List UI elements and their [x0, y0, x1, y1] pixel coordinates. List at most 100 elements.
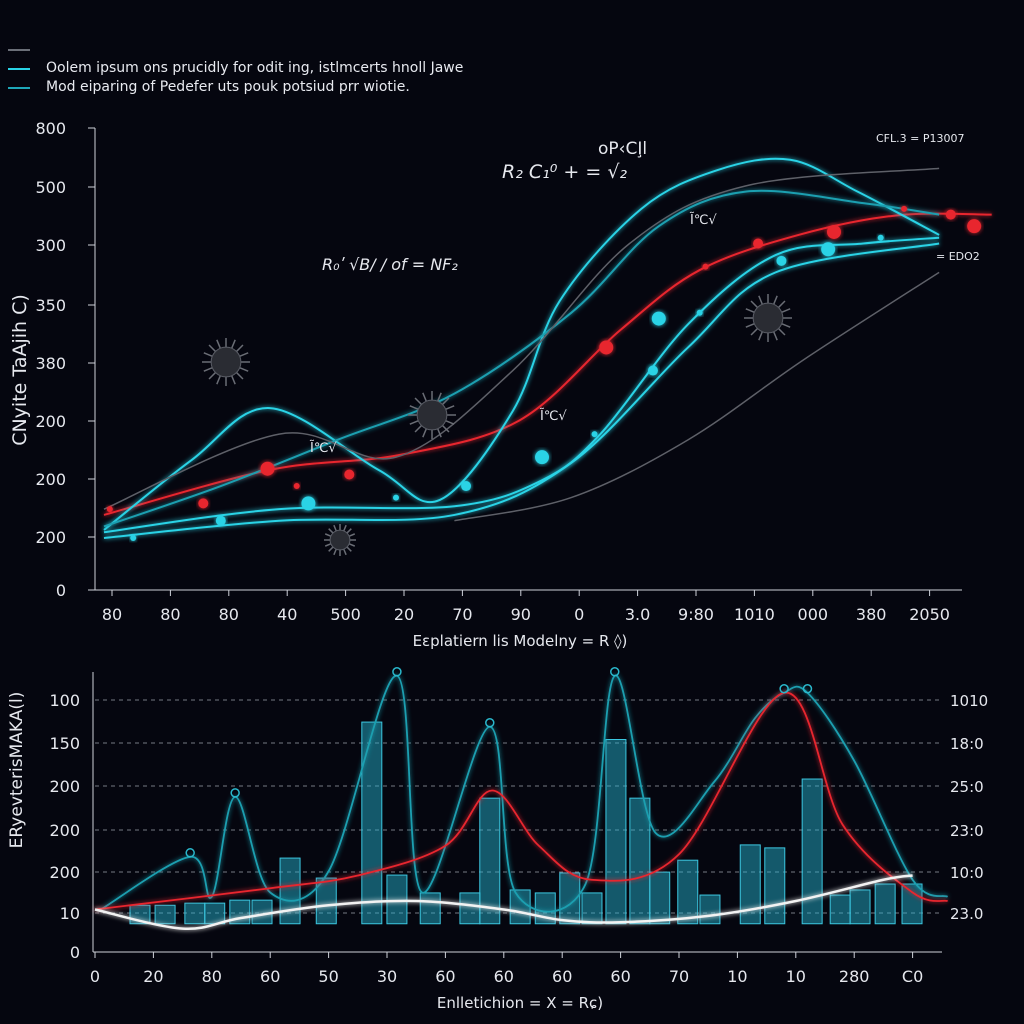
x-tick-label: 80: [160, 605, 180, 624]
legend-swatch: [8, 48, 30, 51]
bar: [251, 899, 273, 925]
y-tick-label: 10: [60, 904, 80, 923]
x-tick-label: 40: [277, 605, 297, 624]
virus-spike: [342, 548, 347, 556]
virus-spike: [203, 352, 213, 358]
bar: [279, 857, 301, 925]
scatter-point: [344, 469, 355, 480]
bar: [419, 892, 441, 925]
series-line-5: [103, 167, 940, 510]
marker-label: Ĩ℃√: [539, 408, 567, 424]
bottom-x-axis-title: Enlletichion = X = Rɕ): [437, 994, 603, 1012]
y-tick-label: 500: [35, 178, 66, 197]
bar: [315, 877, 337, 925]
corner-annotation-mid: = EDO2: [936, 250, 980, 263]
legend: Oolem ipsum ons prucidly for odit ing, i…: [8, 40, 463, 97]
x-tick-label: 80: [202, 967, 222, 986]
virus-spike: [772, 295, 778, 305]
legend-label: Mod eiparing of Pedefer uts pouk potsiud…: [46, 79, 410, 95]
scatter-point: [702, 263, 709, 270]
virus-spike: [772, 331, 778, 341]
virus-spike: [208, 371, 217, 380]
scatter-point: [535, 450, 549, 465]
bar: [154, 904, 176, 925]
virus-spike: [346, 546, 352, 552]
y-tick-label: 100: [49, 691, 80, 710]
legend-item-cyan: Oolem ipsum ons prucidly for odit ing, i…: [8, 59, 463, 78]
scatter-point: [393, 494, 399, 501]
y-tick-label: 0: [70, 943, 80, 962]
series-line-2: [103, 236, 940, 534]
virus-spike: [777, 327, 786, 336]
scatter-point: [301, 496, 316, 511]
series-line-3: [103, 242, 940, 540]
legend-label: Oolem ipsum ons prucidly for odit ing, i…: [46, 60, 464, 76]
scatter-point: [821, 242, 836, 257]
virus-spike: [441, 397, 450, 406]
bar: [739, 844, 761, 925]
scatter-point: [130, 535, 137, 542]
virus-spike: [436, 392, 442, 402]
scatter-point: [651, 311, 666, 326]
virus-icon: [744, 294, 792, 342]
bar: [901, 883, 923, 925]
bar: [874, 883, 896, 925]
y-tick-label: 300: [35, 236, 66, 255]
top-chart: 0 200 200 200 380 350 300 500 800 80 80 80 40 500 20 70…: [35, 119, 992, 624]
bar: [204, 902, 226, 925]
virus-body: [416, 399, 448, 431]
bar: [361, 721, 383, 925]
virus-icon: [202, 338, 250, 386]
virus-spike: [328, 546, 334, 552]
legend-item-teal: Mod eiparing of Pedefer uts pouk potsiud…: [8, 78, 463, 97]
x-tick-label: 60: [552, 967, 572, 986]
virus-spike: [409, 405, 419, 411]
x-tick-label: 280: [839, 967, 870, 986]
bar: [509, 889, 531, 925]
virus-spike: [230, 375, 236, 385]
scatter-point: [696, 309, 703, 316]
bottom-chart: 01020020020015010023.010:023:025:018:010…: [49, 667, 988, 986]
virus-spike: [422, 428, 428, 438]
bar: [764, 847, 786, 925]
y-tick-label: 800: [35, 119, 66, 138]
x-tick-label: 60: [494, 967, 514, 986]
virus-spike: [346, 528, 352, 534]
virus-spike: [436, 428, 442, 438]
virus-spike: [750, 327, 759, 336]
y-tick-label: 200: [35, 528, 66, 547]
y-tick-label: 380: [35, 354, 66, 373]
scatter-point: [591, 431, 598, 438]
bar: [629, 797, 651, 925]
virus-spike: [745, 308, 755, 314]
virus-spike: [409, 419, 419, 425]
peak-marker: [392, 667, 402, 677]
top-x-axis-title: Eɛplatiern lis Modelny = R ◊): [413, 632, 628, 650]
x-tick-label: 10: [786, 967, 806, 986]
y-tick-label: 350: [35, 296, 66, 315]
x-tick-label: 20: [143, 967, 163, 986]
x-tick-label: 70: [452, 605, 472, 624]
scatter-point: [753, 238, 764, 249]
y2-tick-label: 1010: [950, 692, 988, 710]
virus-spike: [333, 524, 338, 532]
virus-spike: [216, 339, 222, 349]
scatter-point: [945, 209, 956, 220]
scatter-point: [647, 365, 658, 376]
series-line-2: [94, 874, 913, 930]
x-tick-label: 3.0: [625, 605, 650, 624]
marker-label: Ĩ℃√: [689, 212, 717, 228]
series-line-1: [103, 157, 940, 531]
y2-tick-label: 23.0: [950, 905, 983, 923]
top-y-axis-title: CNyite TaAjih C): [9, 294, 31, 446]
peak-marker: [610, 667, 620, 677]
x-tick-label: 2050: [909, 605, 950, 624]
x-tick-label: 500: [330, 605, 361, 624]
virus-spike: [445, 419, 455, 425]
scatter-point: [198, 498, 209, 509]
x-tick-label: 9:80: [678, 605, 714, 624]
x-tick-label: 80: [219, 605, 239, 624]
formula-top-sup: oP‹CI̧l: [598, 139, 647, 159]
bottom-y-axis-title: ERyevterisMAKA(l): [7, 692, 27, 849]
